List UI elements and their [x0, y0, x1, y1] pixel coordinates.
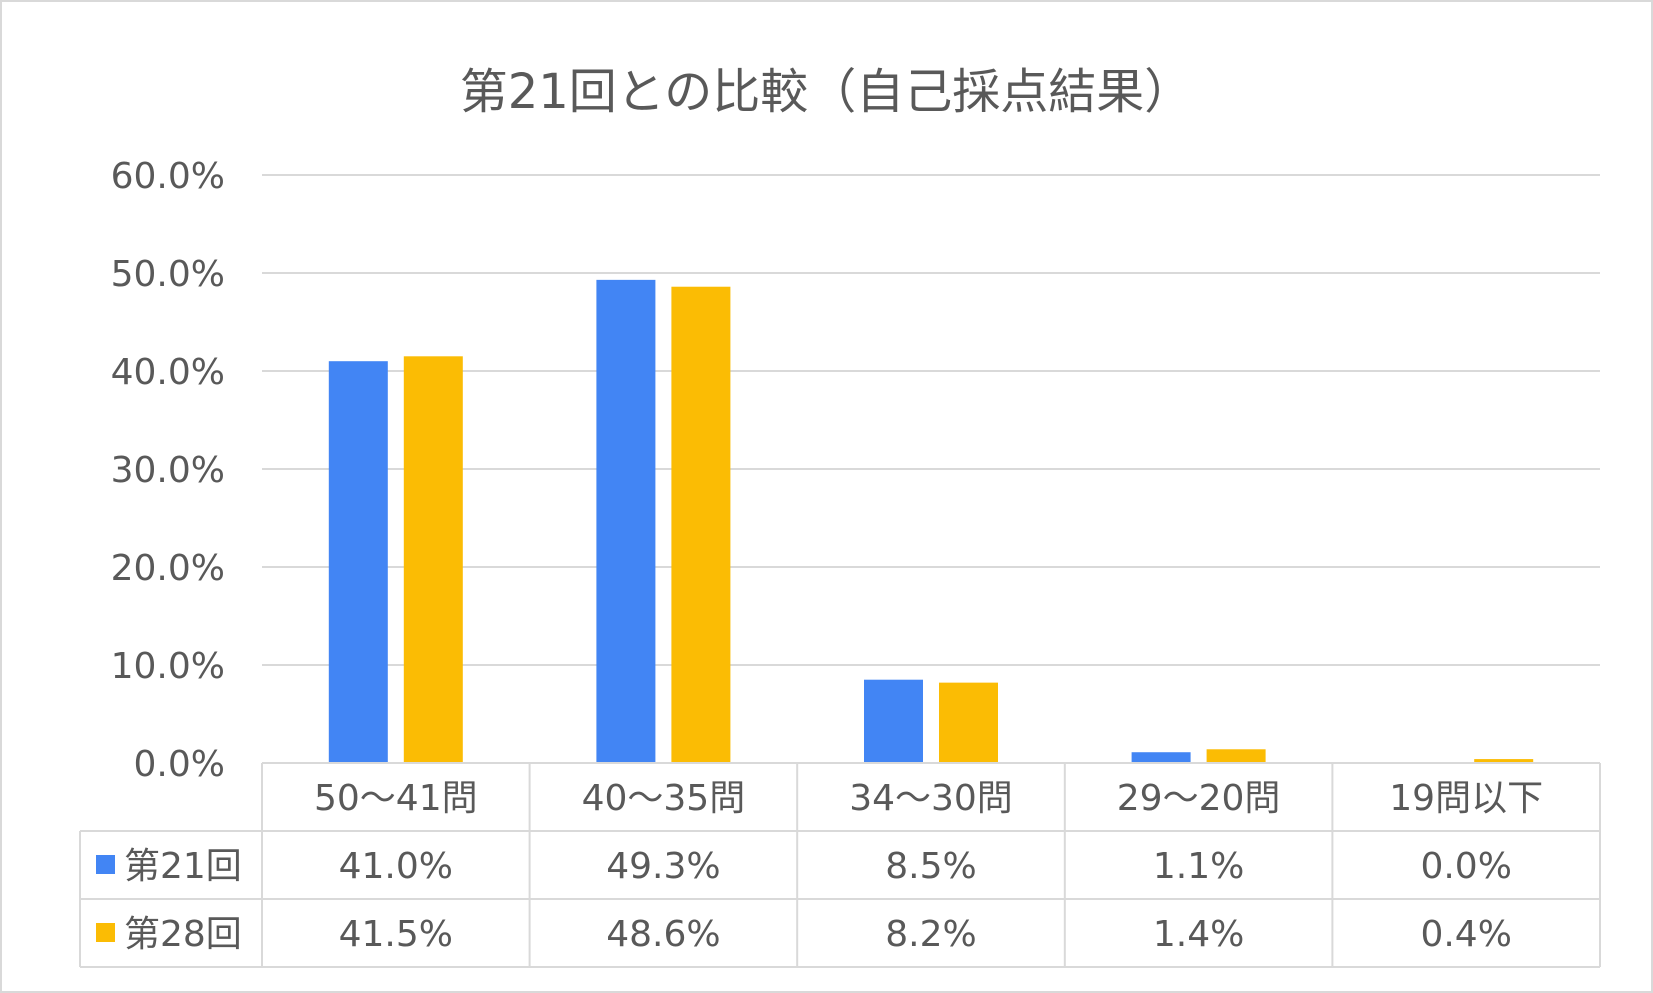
x-tick-label: 19問以下	[1389, 778, 1543, 819]
x-tick-label: 34～30問	[849, 778, 1013, 819]
y-tick-label: 40.0%	[111, 352, 225, 393]
bar-series2	[939, 682, 998, 763]
x-tick-label: 50～41問	[314, 778, 478, 819]
y-axis: 0.0% 10.0% 20.0% 30.0% 40.0% 50.0% 60.0%	[111, 156, 225, 785]
legend-label-series2: 第28回	[124, 914, 242, 955]
data-label: 8.5%	[885, 846, 976, 887]
bar-series1	[1131, 752, 1191, 763]
data-label: 41.0%	[339, 846, 453, 887]
bar-series1	[596, 279, 656, 763]
y-tick-label: 60.0%	[111, 156, 225, 197]
bar-series2	[1206, 749, 1266, 763]
legend-label-series1: 第21回	[124, 846, 242, 887]
data-label: 49.3%	[606, 846, 720, 887]
bar-series2	[1474, 759, 1534, 763]
data-label: 1.1%	[1153, 846, 1244, 887]
y-tick-label: 0.0%	[134, 744, 225, 785]
gridlines	[262, 174, 1600, 666]
bar-series1	[864, 679, 923, 763]
x-tick-label: 40～35問	[582, 778, 746, 819]
data-label: 0.4%	[1420, 914, 1511, 955]
data-label: 1.4%	[1153, 914, 1244, 955]
chart-title: 第21回との比較（自己採点結果）	[460, 64, 1193, 120]
bar-series2	[403, 356, 463, 763]
y-tick-label: 50.0%	[111, 254, 225, 295]
y-tick-label: 30.0%	[111, 450, 225, 491]
data-label: 48.6%	[606, 914, 720, 955]
data-label: 0.0%	[1420, 846, 1511, 887]
bar-series1	[328, 361, 388, 763]
legend-key-series2	[96, 923, 115, 942]
y-tick-label: 10.0%	[111, 646, 225, 687]
bars	[328, 279, 1534, 763]
legend-key-series1	[96, 855, 115, 874]
bar-series2	[671, 286, 731, 763]
x-tick-label: 29～20問	[1117, 778, 1281, 819]
data-label: 8.2%	[885, 914, 976, 955]
data-label: 41.5%	[339, 914, 453, 955]
y-tick-label: 20.0%	[111, 548, 225, 589]
